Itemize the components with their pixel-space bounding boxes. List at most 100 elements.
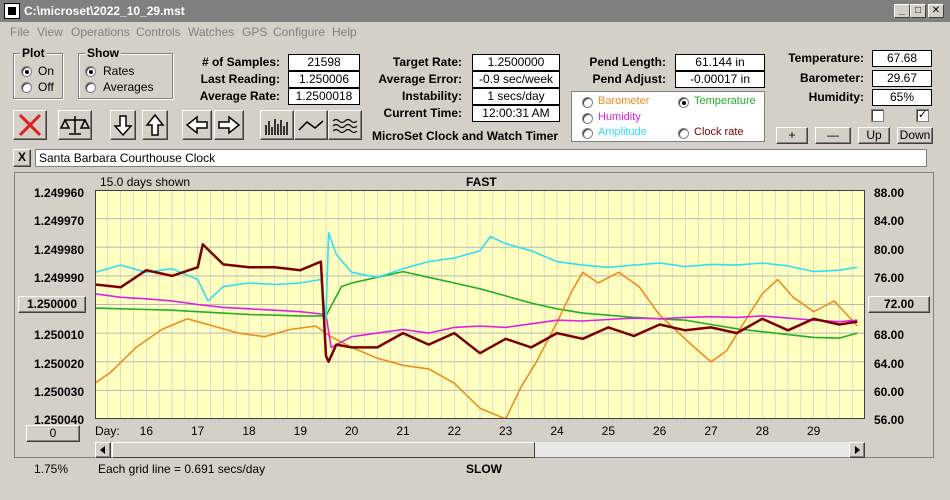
- x-axis-label: Day:: [95, 424, 120, 438]
- plot-group-legend: Plot: [20, 46, 47, 60]
- fast-label: FAST: [466, 175, 497, 189]
- amplitude-option: Amplitude: [598, 126, 647, 138]
- plot-on-label: On: [38, 64, 55, 78]
- x-tick-label: 23: [498, 424, 513, 438]
- menu-gps[interactable]: GPS: [242, 25, 268, 39]
- bars-view-button[interactable]: [260, 110, 294, 140]
- show-averages-radio[interactable]: [85, 82, 96, 93]
- y-right-center-button[interactable]: 72.00: [868, 296, 930, 313]
- arrow-up-icon: [145, 113, 165, 136]
- grid-note: Each grid line = 0.691 secs/day: [98, 462, 266, 476]
- barometer-radio[interactable]: [582, 97, 593, 108]
- y-left-tick: 1.250020: [33, 357, 84, 371]
- humidity-value: 65%: [872, 89, 932, 106]
- instability-value: 1 secs/day: [472, 88, 560, 105]
- increase-button[interactable]: +: [776, 127, 808, 144]
- time-scrollbar[interactable]: [95, 441, 865, 458]
- up-button[interactable]: Up: [858, 127, 890, 144]
- wave-icon: [332, 118, 358, 134]
- wave-view-button[interactable]: [328, 110, 362, 140]
- scroll-left-icon: [100, 446, 105, 454]
- title-bar: C:\microset\2022_10_29.mst _ □ ✕: [0, 0, 950, 22]
- average-error-value: -0.9 sec/week: [472, 71, 560, 88]
- clear-name-button[interactable]: X: [13, 149, 31, 167]
- menu-view[interactable]: View: [37, 25, 63, 39]
- y-right-tick: 88.00: [874, 186, 905, 200]
- checkbox-left[interactable]: [871, 109, 884, 122]
- temperature-option: Temperature: [694, 95, 756, 107]
- menu-configure[interactable]: Configure: [273, 25, 326, 39]
- plot-off-label: Off: [38, 80, 54, 94]
- y-left-tick: 1.249960: [33, 186, 84, 200]
- clock-rate-option: Clock rate: [694, 126, 744, 138]
- average-rate-label: Average Rate:: [199, 89, 280, 103]
- menu-watches[interactable]: Watches: [188, 25, 235, 39]
- barometer-label: Barometer:: [799, 71, 864, 85]
- percent-label: 1.75%: [34, 462, 69, 476]
- show-group-legend: Show: [85, 46, 121, 60]
- minimize-button[interactable]: _: [894, 4, 910, 18]
- y-left-tick: 1.250030: [33, 385, 84, 399]
- scroll-right-button[interactable]: [849, 442, 865, 458]
- plot-off-radio[interactable]: [21, 82, 32, 93]
- menu-controls[interactable]: Controls: [136, 25, 181, 39]
- humidity-radio[interactable]: [582, 113, 593, 124]
- clock-rate-radio[interactable]: [678, 128, 689, 139]
- amplitude-radio[interactable]: [582, 128, 593, 139]
- x-tick-label: 17: [190, 424, 205, 438]
- pend-length-value: 61.144 in: [675, 54, 765, 71]
- humidity-label: Humidity:: [808, 90, 864, 104]
- close-window-button[interactable]: ✕: [928, 4, 944, 18]
- series-line-clock-rate: [94, 243, 858, 363]
- decrease-button[interactable]: —: [815, 127, 851, 144]
- x-tick-label: 22: [447, 424, 461, 438]
- line-view-button[interactable]: [294, 110, 328, 140]
- window-title: C:\microset\2022_10_29.mst: [24, 4, 185, 18]
- balance-button[interactable]: [58, 110, 92, 140]
- clock-name-field[interactable]: Santa Barbara Courthouse Clock: [35, 149, 927, 167]
- scroll-right-icon: [855, 446, 860, 454]
- scroll-left-button[interactable]: [95, 442, 111, 458]
- show-averages-label: Averages: [103, 80, 154, 94]
- menu-file[interactable]: File: [10, 25, 30, 39]
- maximize-button[interactable]: □: [910, 4, 926, 18]
- zero-button[interactable]: 0: [26, 425, 80, 442]
- last-reading-value: 1.250006: [288, 71, 360, 88]
- y-right-tick: 76.00: [874, 271, 905, 285]
- series-line-amplitude: [94, 232, 858, 320]
- arrow-left-button[interactable]: [182, 110, 212, 140]
- samples-label: # of Samples:: [201, 55, 280, 69]
- y-right-tick: 68.00: [874, 328, 905, 342]
- menu-help[interactable]: Help: [332, 25, 357, 39]
- instability-label: Instability:: [401, 89, 462, 103]
- x-tick-label: 18: [242, 424, 256, 438]
- y-left-tick: 1.249990: [33, 271, 84, 285]
- down-button[interactable]: Down: [897, 127, 933, 144]
- checkbox-right[interactable]: ✓: [916, 109, 929, 122]
- arrow-up-button[interactable]: [142, 110, 168, 140]
- pend-length-label: Pend Length:: [589, 55, 666, 69]
- current-time-value: 12:00:31 AM: [472, 105, 560, 122]
- average-rate-value: 1.2500018: [288, 88, 360, 105]
- arrow-right-button[interactable]: [214, 110, 244, 140]
- arrow-down-button[interactable]: [110, 110, 136, 140]
- show-rates-radio[interactable]: [85, 66, 96, 77]
- barometer-value: 29.67: [872, 70, 932, 87]
- show-rates-label: Rates: [103, 64, 135, 78]
- y-right-tick: 60.00: [874, 385, 905, 399]
- y-right-tick: 56.00: [874, 413, 905, 427]
- x-tick-label: 16: [139, 424, 153, 438]
- pend-adjust-value: -0.00017 in: [675, 71, 765, 88]
- y-left-center-button[interactable]: 1.250000: [18, 296, 86, 313]
- target-rate-value: 1.2500000: [472, 54, 560, 71]
- x-tick-label: 28: [755, 424, 769, 438]
- menu-operations[interactable]: Operations: [71, 25, 130, 39]
- menu-bar: File View Operations Controls Watches GP…: [0, 22, 950, 42]
- plot-on-radio[interactable]: [21, 66, 32, 77]
- bar-graph-icon: [265, 119, 288, 135]
- temperature-radio[interactable]: [678, 97, 689, 108]
- series-line-humidity: [94, 293, 858, 349]
- delete-button[interactable]: [13, 110, 47, 140]
- scroll-thumb[interactable]: [112, 442, 535, 458]
- last-reading-label: Last Reading:: [200, 72, 280, 86]
